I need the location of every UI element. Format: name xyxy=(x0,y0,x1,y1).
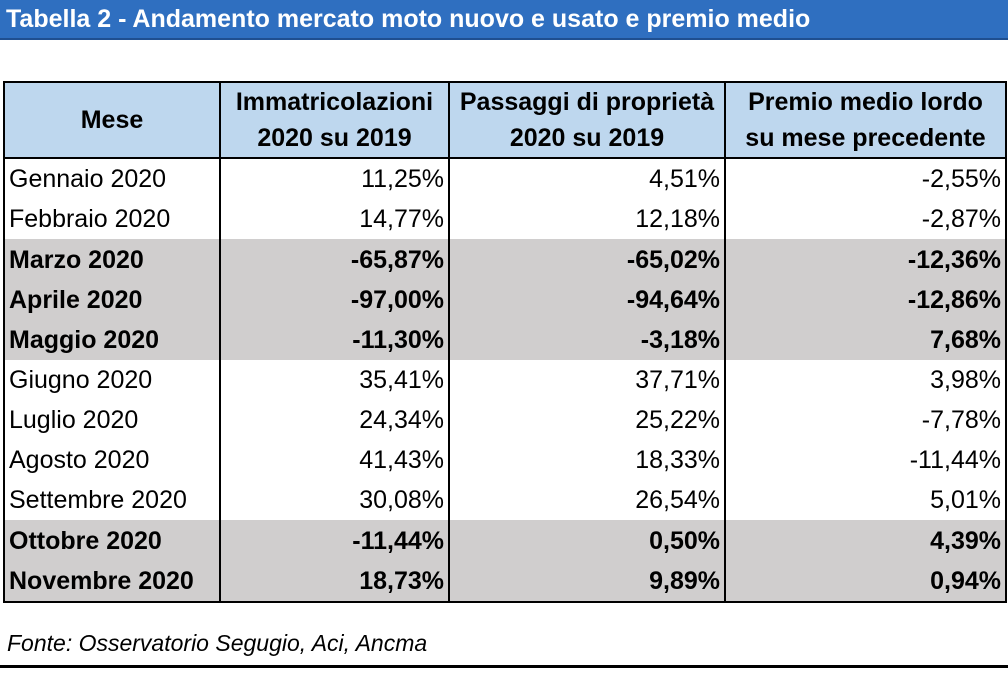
cell-premio: -11,44% xyxy=(724,440,1007,480)
cell-passaggi: 25,22% xyxy=(448,400,726,440)
cell-immatricolazioni: -11,44% xyxy=(219,520,450,561)
cell-passaggi: -3,18% xyxy=(448,320,726,360)
cell-premio: 0,94% xyxy=(724,561,1007,603)
cell-premio: 4,39% xyxy=(724,520,1007,561)
table-row: Agosto 2020 41,43% 18,33% -11,44% xyxy=(3,440,1007,480)
header-premio: Premio medio lordo su mese precedente xyxy=(724,81,1007,159)
cell-premio: 3,98% xyxy=(724,360,1007,400)
cell-month: Marzo 2020 xyxy=(3,239,221,280)
table-row: Maggio 2020 -11,30% -3,18% 7,68% xyxy=(3,320,1007,360)
cell-premio: -12,86% xyxy=(724,280,1007,320)
table-row: Settembre 2020 30,08% 26,54% 5,01% xyxy=(3,480,1007,521)
cell-month: Giugno 2020 xyxy=(3,360,221,400)
header-passaggi: Passaggi di proprietà 2020 su 2019 xyxy=(448,81,726,159)
table-row: Febbraio 2020 14,77% 12,18% -2,87% xyxy=(3,199,1007,240)
bottom-divider xyxy=(0,665,1008,668)
header-immatricolazioni-line1: Immatricolazioni xyxy=(235,88,434,116)
header-passaggi-line2: 2020 su 2019 xyxy=(509,124,665,152)
header-mese: Mese xyxy=(3,81,221,159)
cell-immatricolazioni: 18,73% xyxy=(219,561,450,603)
cell-immatricolazioni: 41,43% xyxy=(219,440,450,480)
cell-passaggi: 0,50% xyxy=(448,520,726,561)
cell-month: Aprile 2020 xyxy=(3,280,221,320)
cell-month: Maggio 2020 xyxy=(3,320,221,360)
source-note: Fonte: Osservatorio Segugio, Aci, Ancma xyxy=(7,630,428,656)
table-row: Giugno 2020 35,41% 37,71% 3,98% xyxy=(3,360,1007,400)
cell-passaggi: 4,51% xyxy=(448,158,726,199)
cell-passaggi: 12,18% xyxy=(448,199,726,240)
cell-passaggi: 18,33% xyxy=(448,440,726,480)
table-row: Gennaio 2020 11,25% 4,51% -2,55% xyxy=(3,158,1007,199)
cell-premio: 5,01% xyxy=(724,480,1007,521)
cell-premio: -7,78% xyxy=(724,400,1007,440)
cell-month: Luglio 2020 xyxy=(3,400,221,440)
header-row: Mese Immatricolazioni 2020 su 2019 Passa… xyxy=(3,81,1007,159)
cell-passaggi: -65,02% xyxy=(448,239,726,280)
table-row: Marzo 2020 -65,87% -65,02% -12,36% xyxy=(3,239,1007,280)
header-premio-line1: Premio medio lordo xyxy=(748,88,983,116)
header-mese-label: Mese xyxy=(80,106,144,134)
header-immatricolazioni: Immatricolazioni 2020 su 2019 xyxy=(219,81,450,159)
cell-immatricolazioni: 35,41% xyxy=(219,360,450,400)
cell-premio: 7,68% xyxy=(724,320,1007,360)
cell-premio: -2,55% xyxy=(724,158,1007,199)
table-row: Luglio 2020 24,34% 25,22% -7,78% xyxy=(3,400,1007,440)
table-row: Novembre 2020 18,73% 9,89% 0,94% xyxy=(3,561,1007,603)
cell-passaggi: 9,89% xyxy=(448,561,726,603)
cell-month: Agosto 2020 xyxy=(3,440,221,480)
table-row: Aprile 2020 -97,00% -94,64% -12,86% xyxy=(3,280,1007,320)
cell-premio: -12,36% xyxy=(724,239,1007,280)
cell-month: Ottobre 2020 xyxy=(3,520,221,561)
cell-immatricolazioni: -97,00% xyxy=(219,280,450,320)
cell-month: Settembre 2020 xyxy=(3,480,221,521)
header-immatricolazioni-line2: 2020 su 2019 xyxy=(257,124,412,152)
header-premio-line2: su mese precedente xyxy=(745,124,986,152)
cell-immatricolazioni: -11,30% xyxy=(219,320,450,360)
cell-immatricolazioni: -65,87% xyxy=(219,239,450,280)
cell-immatricolazioni: 24,34% xyxy=(219,400,450,440)
cell-immatricolazioni: 14,77% xyxy=(219,199,450,240)
table-body: Gennaio 2020 11,25% 4,51% -2,55% Febbraio 20… xyxy=(3,158,1007,603)
title-bar: Tabella 2 - Andamento mercato moto nuovo… xyxy=(0,0,1008,40)
table-title: Tabella 2 - Andamento mercato moto nuovo… xyxy=(6,5,811,33)
table-row: Ottobre 2020 -11,44% 0,50% 4,39% xyxy=(3,520,1007,561)
cell-passaggi: 37,71% xyxy=(448,360,726,400)
cell-month: Gennaio 2020 xyxy=(3,158,221,199)
cell-immatricolazioni: 11,25% xyxy=(219,158,450,199)
cell-month: Febbraio 2020 xyxy=(3,199,221,240)
cell-passaggi: -94,64% xyxy=(448,280,726,320)
cell-immatricolazioni: 30,08% xyxy=(219,480,450,521)
cell-passaggi: 26,54% xyxy=(448,480,726,521)
cell-month: Novembre 2020 xyxy=(3,561,221,603)
cell-premio: -2,87% xyxy=(724,199,1007,240)
market-table: Mese Immatricolazioni 2020 su 2019 Passa… xyxy=(3,81,1007,603)
header-passaggi-line1: Passaggi di proprietà xyxy=(459,88,715,116)
